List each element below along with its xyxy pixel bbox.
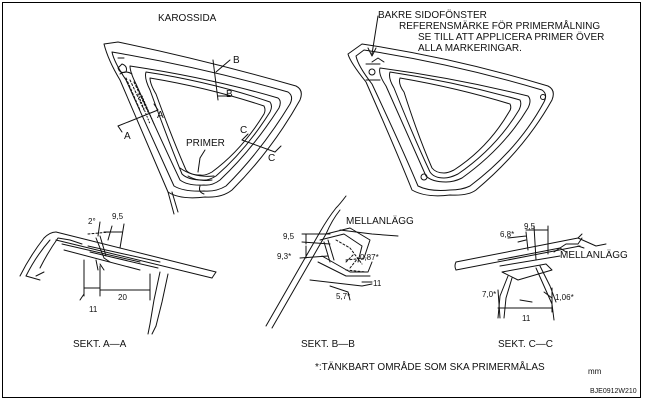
rear-side-window-drawing [347, 15, 554, 197]
section-a-drawing [19, 221, 217, 335]
dim-c-9-5: 9,5 [524, 222, 536, 231]
dim-b-9-3: 9,3* [277, 252, 292, 261]
cut-letter-a2: A [157, 110, 164, 121]
cut-letter-c2: C [268, 153, 276, 164]
unit-label: mm [588, 367, 602, 376]
dim-b-5-7: 5,7* [336, 292, 351, 301]
dim-c-1-06: 1,06* [555, 293, 574, 302]
cut-letter-c1: C [240, 125, 248, 136]
dim-b-11: 11 [373, 279, 382, 288]
dim-a-angle: 2° [88, 217, 96, 226]
section-b-drawing [265, 195, 399, 329]
mellanlagg-label-c: MELLANLÄGG [560, 250, 628, 261]
section-c-drawing [454, 225, 607, 321]
dim-b-9-5: 9,5 [283, 232, 295, 241]
figure-code: BJE0912W210 [590, 388, 637, 395]
dim-a-20: 20 [118, 293, 127, 302]
dim-a-9-5: 9,5 [112, 212, 124, 221]
dim-c-6-8: 6,8* [500, 230, 515, 239]
diagram-frame [2, 2, 641, 398]
footnote: *:TÄNKBART OMRÅDE SOM SKA PRIMERMÅLAS [315, 362, 545, 373]
section-b-title: SEKT. B—B [301, 339, 355, 350]
rear-window-label-line3: SE TILL ATT APPLICERA PRIMER ÖVER [418, 32, 605, 43]
cut-letter-a1: A [124, 131, 131, 142]
dim-c-11: 11 [522, 314, 531, 323]
cut-letter-b1: B [233, 55, 240, 66]
karossida-label: KAROSSIDA [158, 13, 217, 24]
rear-window-label-line2: REFERENSMÄRKE FÖR PRIMERMÅLNING [399, 21, 601, 32]
dim-c-7-0: 7,0* [482, 290, 497, 299]
section-c-title: SEKT. C—C [498, 339, 554, 350]
cut-letter-b2: B [226, 89, 233, 100]
rear-window-label-line4: ALLA MARKERINGAR. [418, 43, 522, 54]
rear-window-label-line1: BAKRE SIDOFÖNSTER [378, 10, 487, 21]
primer-label: PRIMER [186, 138, 225, 149]
dim-a-11: 11 [89, 305, 98, 314]
section-a-title: SEKT. A—A [73, 339, 127, 350]
mellanlagg-label-b: MELLANLÄGG [346, 216, 414, 227]
dim-b-0-87: 0,87* [360, 253, 379, 262]
body-side-window-drawing [103, 41, 302, 215]
